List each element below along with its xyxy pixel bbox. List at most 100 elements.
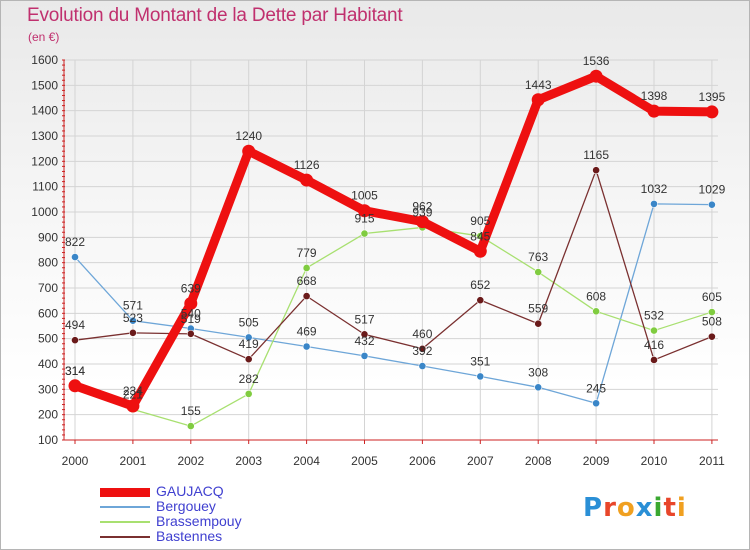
data-label-gaujacq: 1240 bbox=[235, 129, 262, 143]
logo-letter: P bbox=[583, 493, 604, 523]
point-bastennes bbox=[418, 344, 427, 353]
legend-swatch bbox=[100, 487, 150, 497]
data-label-bastennes: 519 bbox=[181, 312, 201, 326]
logo-letter: x bbox=[635, 493, 654, 523]
series-line-bastennes bbox=[74, 169, 713, 361]
point-gaujacq bbox=[531, 93, 545, 107]
data-label-brassempouy: 282 bbox=[239, 372, 259, 386]
data-label-gaujacq: 962 bbox=[412, 200, 432, 214]
data-label-bergouey: 1032 bbox=[641, 182, 668, 196]
x-tick-label: 2006 bbox=[409, 454, 436, 468]
legend-label: Brassempouy bbox=[156, 513, 242, 529]
point-gaujacq bbox=[242, 144, 256, 158]
legend-swatch bbox=[100, 536, 150, 538]
data-label-gaujacq: 234 bbox=[123, 384, 143, 398]
legend-label: Bastennes bbox=[156, 528, 223, 544]
chart-subtitle: (en €) bbox=[28, 30, 60, 44]
point-bergouey bbox=[534, 383, 543, 392]
point-bergouey bbox=[650, 199, 658, 208]
data-label-brassempouy: 915 bbox=[354, 212, 374, 226]
data-label-bergouey: 351 bbox=[470, 354, 490, 368]
y-tick-label: 500 bbox=[38, 332, 58, 346]
x-tick-label: 2003 bbox=[235, 454, 262, 468]
point-bastennes bbox=[302, 292, 311, 301]
chart-title: Evolution du Montant de la Dette par Hab… bbox=[27, 5, 403, 26]
point-gaujacq bbox=[705, 105, 719, 119]
data-label-brassempouy: 532 bbox=[644, 309, 664, 323]
data-label-bastennes: 494 bbox=[65, 318, 85, 332]
logo-letter: o bbox=[616, 493, 636, 523]
point-bergouey bbox=[708, 200, 716, 209]
data-label-bergouey: 505 bbox=[239, 315, 259, 329]
x-tick-label: 2005 bbox=[351, 454, 378, 468]
data-label-brassempouy: 779 bbox=[297, 246, 317, 260]
series-line-bergouey bbox=[74, 203, 713, 404]
data-label-gaujacq: 1005 bbox=[351, 189, 378, 203]
point-bastennes bbox=[244, 355, 253, 364]
point-gaujacq bbox=[589, 69, 603, 83]
point-gaujacq bbox=[473, 244, 487, 258]
y-tick-label: 1300 bbox=[31, 129, 58, 143]
x-tick-label: 2009 bbox=[583, 454, 610, 468]
data-label-brassempouy: 905 bbox=[470, 214, 490, 228]
data-label-brassempouy: 605 bbox=[702, 290, 722, 304]
data-label-gaujacq: 845 bbox=[470, 229, 490, 243]
point-gaujacq bbox=[647, 104, 661, 118]
data-label-bastennes: 523 bbox=[123, 311, 143, 325]
point-bastennes bbox=[708, 332, 716, 341]
axes: 100 200 300 400 500 600 700 800 900 1000 1100 1200 1… bbox=[31, 53, 725, 468]
data-label-bastennes: 517 bbox=[354, 312, 374, 326]
x-tick-label: 2008 bbox=[525, 454, 552, 468]
point-brassempouy bbox=[360, 229, 369, 238]
data-label-bergouey: 308 bbox=[528, 365, 548, 379]
data-label-gaujacq: 1126 bbox=[294, 158, 320, 172]
logo-letter: i bbox=[676, 493, 687, 523]
y-tick-label: 1400 bbox=[31, 104, 58, 118]
point-gaujacq bbox=[184, 296, 198, 310]
data-label-brassempouy: 155 bbox=[181, 404, 201, 418]
data-label-bastennes: 559 bbox=[528, 302, 548, 316]
y-tick-label: 400 bbox=[38, 357, 58, 371]
data-label-gaujacq: 1395 bbox=[699, 90, 726, 104]
data-label-bastennes: 652 bbox=[470, 278, 490, 292]
point-brassempouy bbox=[534, 268, 543, 276]
y-tick-label: 600 bbox=[38, 306, 58, 320]
point-bastennes bbox=[476, 296, 485, 305]
point-bergouey bbox=[476, 372, 485, 381]
y-tick-label: 300 bbox=[38, 382, 58, 396]
data-label-bergouey: 469 bbox=[297, 325, 317, 339]
data-label-brassempouy: 608 bbox=[586, 289, 606, 303]
legend-label: Bergouey bbox=[156, 498, 216, 514]
data-label-brassempouy: 314 bbox=[65, 364, 85, 378]
point-bergouey bbox=[302, 342, 311, 351]
point-bastennes bbox=[360, 330, 369, 339]
data-label-bergouey: 571 bbox=[123, 299, 143, 313]
point-brassempouy bbox=[650, 326, 658, 335]
y-tick-label: 1600 bbox=[31, 53, 58, 67]
series-line-gaujacq bbox=[70, 71, 717, 411]
data-label-bergouey: 540 bbox=[181, 307, 201, 321]
data-label-gaujacq: 314 bbox=[65, 364, 85, 378]
point-brassempouy bbox=[244, 389, 253, 398]
data-label-bergouey: 245 bbox=[586, 381, 606, 395]
point-gaujacq bbox=[415, 215, 429, 229]
data-label-gaujacq: 1536 bbox=[583, 54, 610, 68]
x-tick-label: 2010 bbox=[641, 454, 668, 468]
x-tick-label: 2002 bbox=[177, 454, 204, 468]
logo-letter: r bbox=[603, 493, 617, 523]
point-brassempouy bbox=[302, 264, 311, 272]
y-tick-label: 1500 bbox=[31, 78, 58, 92]
point-bergouey bbox=[360, 351, 369, 360]
y-tick-label: 1200 bbox=[31, 154, 58, 168]
y-tick-label: 700 bbox=[38, 281, 58, 295]
x-tick-label: 2000 bbox=[62, 454, 89, 468]
data-label-gaujacq: 1443 bbox=[525, 78, 552, 92]
point-gaujacq bbox=[300, 173, 314, 187]
point-bastennes bbox=[592, 166, 600, 175]
data-label-bastennes: 460 bbox=[412, 327, 432, 341]
logo-letter: t bbox=[663, 493, 677, 523]
point-bastennes bbox=[534, 319, 543, 328]
x-tick-label: 2007 bbox=[467, 454, 494, 468]
data-label-brassempouy: 939 bbox=[412, 205, 432, 219]
